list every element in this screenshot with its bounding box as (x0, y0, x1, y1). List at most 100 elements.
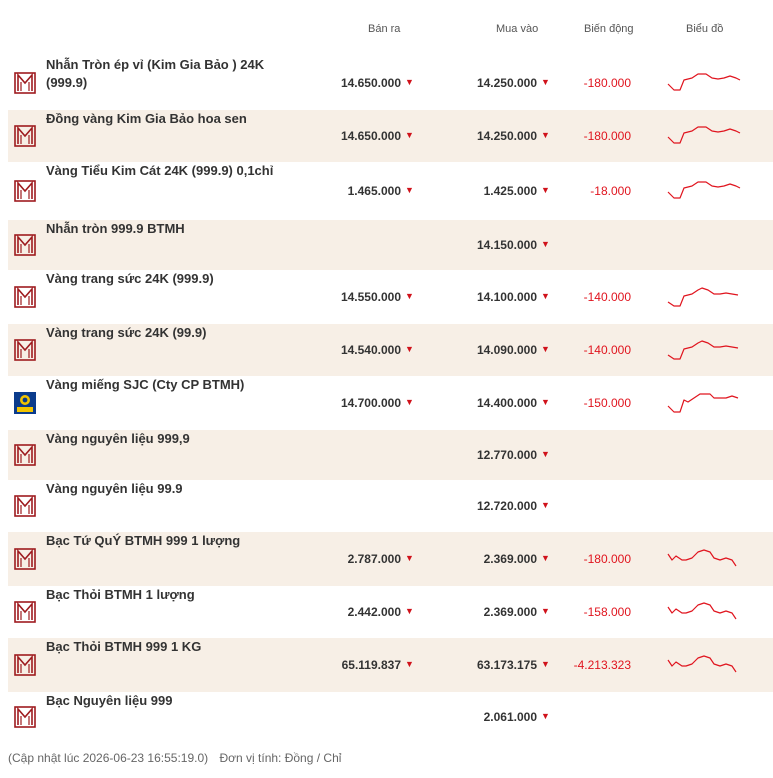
buy-price: 2.061.000 (483, 710, 537, 724)
down-arrow-icon: ▼ (405, 659, 414, 669)
sparkline-chart[interactable] (666, 599, 746, 625)
sparkline-chart[interactable] (666, 337, 746, 363)
btmh-logo-icon (14, 234, 36, 256)
table-row[interactable]: Vàng Tiểu Kim Cát 24K (999.9) 0,1chỉ 1.46… (8, 162, 773, 220)
product-name[interactable]: Nhẫn tròn 999.9 BTMH (46, 221, 185, 236)
btmh-logo-icon (14, 180, 36, 202)
down-arrow-icon: ▼ (541, 711, 550, 721)
btmh-logo-icon (14, 548, 36, 570)
btmh-logo-icon (14, 339, 36, 361)
btmh-logo-icon (14, 601, 36, 623)
buy-price: 1.425.000 (483, 184, 537, 198)
sparkline-chart[interactable] (666, 284, 746, 310)
price-change: -180.000 (583, 76, 631, 90)
down-arrow-icon: ▼ (541, 449, 550, 459)
sparkline-chart[interactable] (666, 123, 746, 149)
buy-price: 14.100.000 (476, 290, 537, 304)
sell-price: 2.787.000 (347, 552, 401, 566)
sjc-logo-icon (14, 392, 36, 414)
product-name[interactable]: Vàng nguyên liệu 999,9 (46, 431, 190, 446)
table-row[interactable]: Bạc Thỏi BTMH 999 1 KG 65.119.837 ▼ 63.173.… (8, 638, 773, 692)
table-row[interactable]: Đồng vàng Kim Gia Bảo hoa sen 14.650.000 ▼… (8, 110, 773, 162)
price-change: -150.000 (583, 396, 631, 410)
header-chart: Biểu đồ (686, 23, 724, 35)
sell-price: 2.442.000 (347, 605, 401, 619)
table-body: Nhẫn Tròn ép vỉ (Kim Gia Bảo ) 24K (999.… (8, 56, 773, 742)
buy-price: 14.250.000 (476, 76, 537, 90)
sparkline-chart[interactable] (666, 178, 746, 204)
table-row[interactable]: Bạc Nguyên liệu 999 2.061.000 ▼ (8, 692, 773, 742)
table-row[interactable]: Nhẫn Tròn ép vỉ (Kim Gia Bảo ) 24K (999.… (8, 56, 773, 110)
btmh-logo-icon (14, 125, 36, 147)
sell-price: 14.550.000 (340, 290, 401, 304)
down-arrow-icon: ▼ (405, 130, 414, 140)
down-arrow-icon: ▼ (541, 397, 550, 407)
product-name[interactable]: Vàng miếng SJC (Cty CP BTMH) (46, 377, 245, 392)
buy-price: 14.090.000 (476, 343, 537, 357)
header-buy: Mua vào (496, 23, 539, 35)
product-name[interactable]: Vàng Tiểu Kim Cát 24K (999.9) 0,1chỉ (46, 163, 274, 178)
table-row[interactable]: Vàng nguyên liệu 99.9 12.720.000 ▼ (8, 480, 773, 532)
price-change: -140.000 (583, 343, 631, 357)
price-change: -4.213.323 (573, 658, 631, 672)
price-table: Bán ra Mua vào Biến động Biểu đồ Nhẫn Tr… (8, 0, 773, 742)
down-arrow-icon: ▼ (541, 553, 550, 563)
down-arrow-icon: ▼ (541, 659, 550, 669)
table-row[interactable]: Bạc Tứ QuÝ BTMH 999 1 lượng 2.787.000 ▼ 2.3… (8, 532, 773, 586)
sell-price: 65.119.837 (341, 658, 401, 672)
price-change: -158.000 (583, 605, 631, 619)
table-row[interactable]: Vàng miếng SJC (Cty CP BTMH) 14.700.000 ▼ 1… (8, 376, 773, 430)
buy-price: 2.369.000 (483, 605, 537, 619)
product-name[interactable]: Bạc Thỏi BTMH 1 lượng (46, 587, 195, 602)
sparkline-chart[interactable] (666, 70, 746, 96)
table-row[interactable]: Vàng trang sức 24K (99.9) 14.540.000 ▼ 14.0… (8, 324, 773, 376)
btmh-logo-icon (14, 286, 36, 308)
price-change: -18.000 (590, 184, 631, 198)
down-arrow-icon: ▼ (541, 606, 550, 616)
btmh-logo-icon (14, 495, 36, 517)
product-name[interactable]: Vàng nguyên liệu 99.9 (46, 481, 183, 496)
sell-price: 14.650.000 (340, 129, 401, 143)
down-arrow-icon: ▼ (405, 553, 414, 563)
buy-price: 63.173.175 (476, 658, 537, 672)
down-arrow-icon: ▼ (405, 291, 414, 301)
product-name[interactable]: Nhẫn Tròn ép vỉ (Kim Gia Bảo ) 24K (999.… (46, 57, 265, 90)
price-change: -180.000 (583, 129, 631, 143)
product-name[interactable]: Vàng trang sức 24K (99.9) (46, 325, 207, 340)
product-name[interactable]: Bạc Tứ QuÝ BTMH 999 1 lượng (46, 533, 241, 548)
price-change: -140.000 (583, 290, 631, 304)
down-arrow-icon: ▼ (541, 500, 550, 510)
down-arrow-icon: ▼ (541, 239, 550, 249)
product-name[interactable]: Vàng trang sức 24K (999.9) (46, 271, 214, 286)
buy-price: 12.720.000 (476, 499, 537, 513)
down-arrow-icon: ▼ (541, 77, 550, 87)
sparkline-chart[interactable] (666, 652, 746, 678)
buy-price: 14.250.000 (476, 129, 537, 143)
unit-note: Đơn vị tính: Đồng / Chỉ (219, 751, 342, 765)
down-arrow-icon: ▼ (541, 291, 550, 301)
product-name[interactable]: Bạc Thỏi BTMH 999 1 KG (46, 639, 202, 654)
buy-price: 12.770.000 (476, 448, 537, 462)
table-row[interactable]: Bạc Thỏi BTMH 1 lượng 2.442.000 ▼ 2.369.000… (8, 586, 773, 638)
buy-price: 14.150.000 (476, 238, 537, 252)
table-row[interactable]: Nhẫn tròn 999.9 BTMH 14.150.000 ▼ (8, 220, 773, 270)
down-arrow-icon: ▼ (405, 606, 414, 616)
btmh-logo-icon (14, 72, 36, 94)
sell-price: 14.650.000 (340, 76, 401, 90)
sparkline-chart[interactable] (666, 546, 746, 572)
btmh-logo-icon (14, 654, 36, 676)
sell-price: 14.540.000 (340, 343, 401, 357)
product-name[interactable]: Bạc Nguyên liệu 999 (46, 693, 173, 708)
down-arrow-icon: ▼ (541, 344, 550, 354)
product-name[interactable]: Đồng vàng Kim Gia Bảo hoa sen (46, 111, 247, 126)
sparkline-chart[interactable] (666, 390, 746, 416)
table-header: Bán ra Mua vào Biến động Biểu đồ (8, 0, 773, 56)
down-arrow-icon: ▼ (405, 344, 414, 354)
buy-price: 2.369.000 (483, 552, 537, 566)
down-arrow-icon: ▼ (405, 185, 414, 195)
buy-price: 14.400.000 (476, 396, 537, 410)
updated-timestamp: (Cập nhật lúc 2026-06-23 16:55:19.0) (8, 751, 209, 765)
table-row[interactable]: Vàng nguyên liệu 999,9 12.770.000 ▼ (8, 430, 773, 480)
table-row[interactable]: Vàng trang sức 24K (999.9) 14.550.000 ▼ 14.… (8, 270, 773, 324)
down-arrow-icon: ▼ (541, 130, 550, 140)
